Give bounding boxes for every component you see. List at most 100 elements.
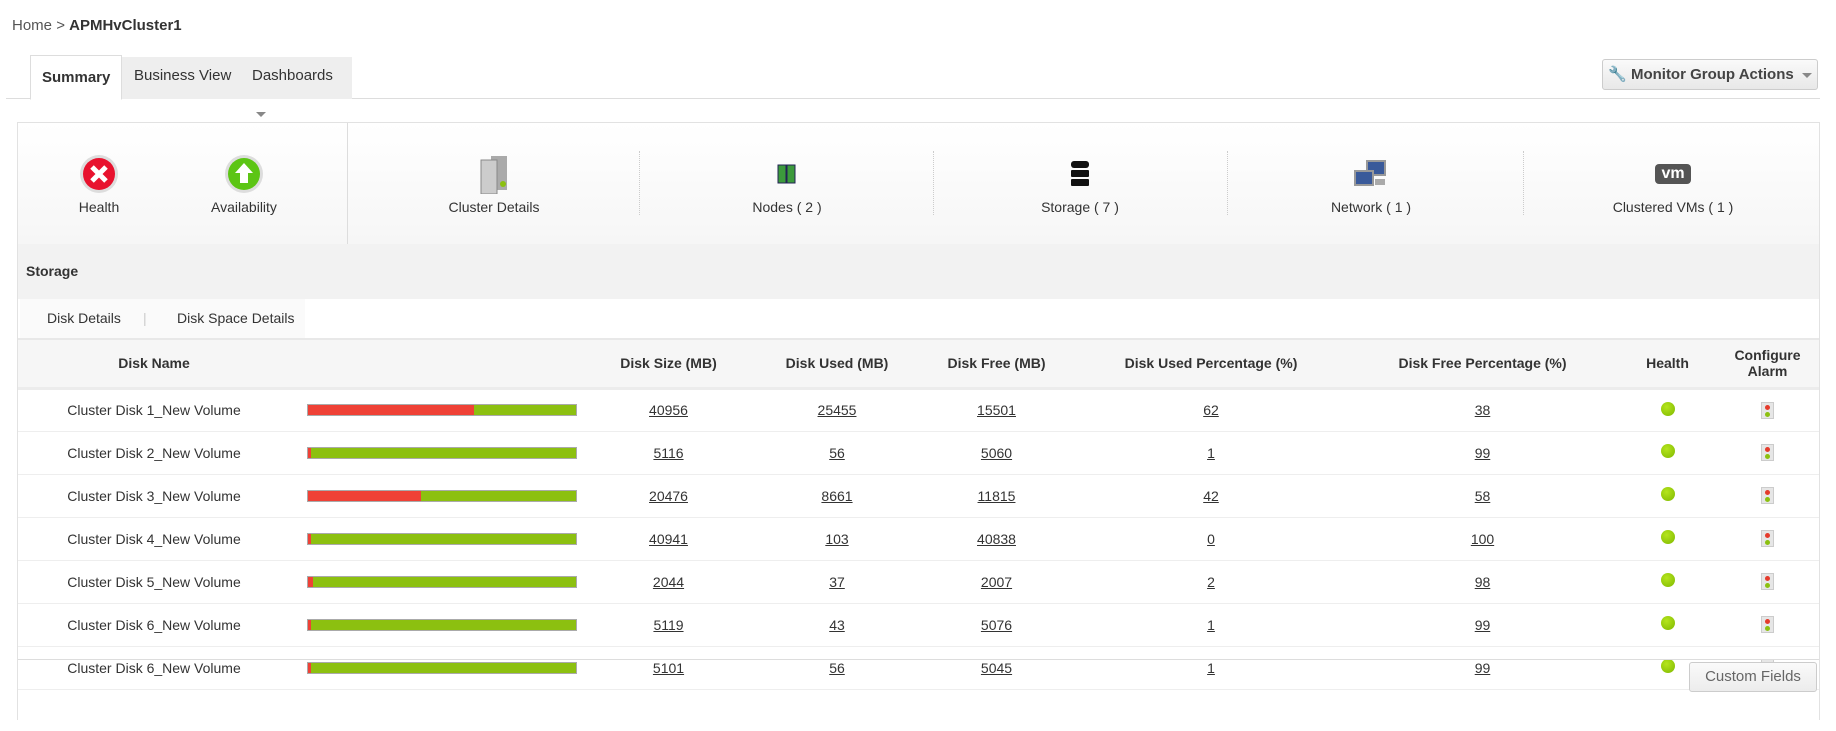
subtabs: Disk Details | Disk Space Details: [20, 299, 305, 338]
disk-used-link[interactable]: 56: [829, 444, 845, 461]
disk-used-link[interactable]: 56: [829, 659, 845, 676]
health-ok-icon[interactable]: [1660, 444, 1675, 458]
summary-panel: Health Availability Cluster Details Node…: [17, 122, 1820, 720]
col-disk-used[interactable]: Disk Used (MB): [757, 338, 917, 390]
disk-free-link[interactable]: 5060: [980, 444, 1013, 461]
disk-free-link[interactable]: 11815: [977, 487, 1016, 504]
disk-free-pct-link[interactable]: 99: [1474, 659, 1491, 676]
disk-usage-bar: [307, 404, 577, 416]
configure-alarm-icon[interactable]: [1761, 616, 1774, 634]
disk-used-pct-link[interactable]: 1: [1207, 659, 1215, 676]
disk-size-link[interactable]: 40956: [649, 402, 688, 418]
custom-fields-button[interactable]: Custom Fields: [1689, 662, 1817, 692]
disk-size-link[interactable]: 20476: [649, 487, 688, 504]
nodes-label: Nodes ( 2 ): [752, 199, 822, 215]
col-disk-name: Disk Name: [18, 338, 290, 390]
used-segment: [308, 405, 475, 415]
disk-free-link[interactable]: 2007: [980, 573, 1013, 590]
table-row: Cluster Disk 5_New Volume 2044 37 2007 2 98: [18, 560, 1819, 604]
table-header: Disk Name Disk Size (MB) Disk Used (MB) …: [18, 338, 1819, 390]
disk-free-pct-link[interactable]: 98: [1474, 573, 1491, 590]
disk-used-pct-link[interactable]: 2: [1207, 573, 1215, 590]
health-ok-icon[interactable]: [1660, 659, 1675, 673]
summary-icon-row: Health Availability Cluster Details Node…: [18, 123, 1819, 244]
col-disk-size[interactable]: Disk Size (MB): [580, 338, 757, 390]
disk-used-pct-link[interactable]: 0: [1207, 530, 1215, 547]
disk-used-pct-link[interactable]: 42: [1203, 487, 1219, 504]
tab-summary[interactable]: Summary: [30, 55, 123, 100]
configure-alarm-icon[interactable]: [1761, 401, 1774, 419]
disk-size-link[interactable]: 5116: [653, 444, 684, 461]
used-segment: [308, 662, 311, 673]
health-ok-icon[interactable]: [1660, 616, 1675, 630]
free-segment: [310, 533, 576, 544]
chevron-down-icon: [256, 111, 266, 117]
monitor-group-actions-button[interactable]: 🔧 Monitor Group Actions: [1602, 59, 1818, 90]
disk-used-pct-link[interactable]: 1: [1207, 616, 1215, 633]
table-footer: Custom Fields: [18, 659, 1819, 704]
used-segment: [308, 490, 421, 501]
health-ok-icon[interactable]: [1660, 573, 1675, 587]
network-label: Network ( 1 ): [1330, 199, 1412, 215]
disk-used-link[interactable]: 103: [825, 530, 849, 547]
tab-business-view[interactable]: Business View: [122, 57, 244, 99]
configure-alarm-icon[interactable]: [1761, 573, 1774, 591]
network-icon: [1354, 160, 1386, 186]
disk-used-link[interactable]: 43: [829, 616, 845, 633]
disk-free-link[interactable]: 15501: [977, 402, 1016, 418]
disk-used-link[interactable]: 25455: [817, 402, 857, 418]
subtab-disk-details[interactable]: Disk Details: [47, 310, 121, 326]
disk-name: Cluster Disk 3_New Volume: [18, 474, 290, 518]
configure-alarm-icon[interactable]: [1761, 444, 1774, 462]
disk-used-pct-link[interactable]: 1: [1207, 444, 1215, 461]
disk-free-link[interactable]: 40838: [977, 530, 1016, 547]
tools-icon: 🔧: [1608, 66, 1627, 83]
configure-alarm-icon[interactable]: [1761, 487, 1774, 505]
availability-up-icon: [225, 155, 263, 193]
col-disk-free[interactable]: Disk Free (MB): [917, 338, 1076, 390]
col-disk-free-pct[interactable]: Disk Free Percentage (%): [1346, 338, 1619, 390]
breadcrumb-home[interactable]: Home: [12, 17, 53, 34]
nav-nodes[interactable]: Nodes ( 2 ): [687, 153, 887, 215]
disk-size-link[interactable]: 2044: [652, 573, 685, 590]
nav-storage[interactable]: Storage ( 7 ): [980, 153, 1180, 215]
server-cluster-icon: [480, 156, 507, 194]
separator: [639, 151, 640, 215]
disk-size-link[interactable]: 5101: [652, 659, 685, 676]
disk-free-link[interactable]: 5045: [980, 659, 1013, 676]
breadcrumb: Home > APMHvCluster1: [12, 17, 182, 34]
disk-used-link[interactable]: 8661: [821, 487, 853, 504]
health-ok-icon[interactable]: [1660, 487, 1675, 501]
disk-free-pct-link[interactable]: 99: [1474, 616, 1491, 633]
disk-free-pct-link[interactable]: 100: [1470, 530, 1495, 547]
storage-icon: [1071, 161, 1089, 186]
nav-network[interactable]: Network ( 1 ): [1271, 153, 1471, 215]
disk-size-link[interactable]: 5119: [653, 616, 684, 633]
table-row: Cluster Disk 4_New Volume 40941 103 40838 0…: [18, 517, 1819, 561]
disk-free-pct-link[interactable]: 58: [1474, 487, 1491, 504]
disk-name: Cluster Disk 6_New Volume: [18, 646, 290, 690]
configure-alarm-icon[interactable]: [1761, 530, 1774, 548]
disk-used-pct-link[interactable]: 62: [1203, 402, 1219, 418]
disk-usage-bar: [307, 661, 577, 674]
nav-cluster-details[interactable]: Cluster Details: [394, 153, 594, 215]
used-segment: [308, 533, 311, 544]
disk-used-link[interactable]: 37: [829, 573, 845, 590]
availability-status[interactable]: Availability: [144, 153, 344, 215]
table-row: Cluster Disk 1_New Volume 40956 25455 1550…: [18, 388, 1819, 432]
col-configure-alarm: Configure Alarm: [1716, 338, 1819, 390]
disk-name: Cluster Disk 5_New Volume: [18, 560, 290, 604]
clustered-vms-label: Clustered VMs ( 1 ): [1612, 199, 1734, 215]
nav-clustered-vms[interactable]: vm Clustered VMs ( 1 ): [1573, 153, 1773, 215]
subtab-disk-space-details[interactable]: Disk Space Details: [177, 310, 295, 326]
disk-size-link[interactable]: 40941: [649, 530, 688, 547]
health-ok-icon[interactable]: [1660, 401, 1675, 416]
status-section: [18, 123, 348, 244]
disk-free-pct-link[interactable]: 38: [1474, 402, 1491, 418]
health-status[interactable]: Health: [0, 153, 199, 215]
health-ok-icon[interactable]: [1660, 530, 1675, 544]
disk-free-link[interactable]: 5076: [980, 616, 1013, 633]
col-disk-used-pct[interactable]: Disk Used Percentage (%): [1076, 338, 1346, 390]
disk-free-pct-link[interactable]: 99: [1474, 444, 1491, 461]
tab-dashboards[interactable]: Dashboards: [240, 57, 352, 117]
